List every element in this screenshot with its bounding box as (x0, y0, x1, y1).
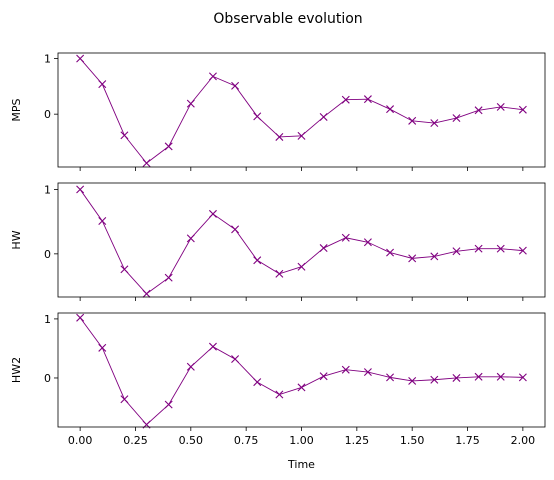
data-point-marker (120, 395, 129, 404)
data-point-marker (253, 378, 262, 387)
data-point-marker (76, 185, 85, 194)
data-point-marker (120, 131, 129, 140)
data-point-marker (386, 105, 395, 114)
data-point-marker (430, 375, 439, 384)
data-point-marker (275, 269, 284, 278)
data-point-marker (518, 373, 527, 382)
y-tick-label: 0 (44, 372, 51, 385)
data-point-marker (186, 99, 195, 108)
subplot-3: 0.00 0.25 0.50 0.75 1.00 1.25 1.50 1.75 2.00 1 0 HW… (10, 312, 546, 471)
data-point-marker (231, 81, 240, 90)
figure-title: Observable evolution (213, 11, 362, 27)
data-point-marker (408, 116, 417, 125)
x-tick-label: 0.00 (68, 434, 93, 447)
data-point-marker (120, 265, 129, 274)
data-point-marker (430, 119, 439, 128)
data-point-marker (231, 355, 240, 364)
data-point-marker (518, 246, 527, 255)
y-tick-label: 1 (44, 183, 51, 196)
data-point-marker (496, 102, 505, 111)
data-point-marker (386, 373, 395, 382)
data-point-marker (208, 342, 217, 351)
data-point-marker (363, 368, 372, 377)
data-point-marker (164, 142, 173, 151)
data-point-marker (496, 244, 505, 253)
data-point-marker (452, 247, 461, 256)
data-point-marker (98, 217, 107, 225)
data-point-marker (341, 365, 350, 374)
data-point-marker (319, 244, 328, 253)
data-point-marker (186, 234, 195, 243)
x-tick-label: 2.00 (511, 434, 536, 447)
data-point-marker (518, 105, 527, 114)
data-point-marker (452, 114, 461, 123)
x-tick-label: 0.25 (123, 434, 148, 447)
data-point-marker (275, 390, 284, 399)
x-tick-label: 1.50 (400, 434, 425, 447)
x-axis-label: Time (287, 458, 315, 471)
data-point-marker (164, 273, 173, 282)
data-point-marker (164, 400, 173, 409)
x-tick-label: 1.00 (289, 434, 314, 447)
data-point-marker (496, 372, 505, 381)
data-point-marker (142, 159, 151, 168)
data-point-marker (408, 254, 417, 263)
data-point-marker (98, 80, 107, 89)
data-point-marker (319, 112, 328, 121)
data-point-marker (253, 256, 262, 265)
subplot-1: 1 0 MPS (10, 52, 546, 171)
x-tick-label: 1.75 (455, 434, 480, 447)
y-axis-label: HW (10, 230, 23, 249)
y-tick-label: 0 (44, 108, 51, 121)
data-point-marker (386, 248, 395, 257)
data-point-marker (297, 383, 306, 392)
data-point-marker (76, 54, 85, 63)
y-tick-label: 1 (44, 53, 51, 66)
subplots: 1 0 MPS 1 0 HW 0.00 0.25 0.50 0.75 1.00 1.25 1.50 1.7… (10, 52, 546, 471)
y-tick-label: 1 (44, 313, 51, 326)
data-point-marker (363, 95, 372, 104)
subplot-2: 1 0 HW (10, 182, 546, 301)
data-point-marker (253, 112, 262, 121)
data-point-marker (408, 376, 417, 385)
data-point-marker (186, 362, 195, 371)
data-point-marker (430, 252, 439, 261)
data-point-marker (208, 209, 217, 218)
data-point-marker (297, 131, 306, 140)
data-point-marker (208, 72, 217, 81)
data-point-marker (275, 132, 284, 141)
y-axis-label: HW2 (10, 357, 23, 383)
axes-frame (57, 182, 546, 298)
y-tick-label: 0 (44, 248, 51, 261)
data-point-marker (98, 343, 107, 352)
data-point-marker (341, 233, 350, 242)
x-tick-label: 0.75 (234, 434, 259, 447)
axes-frame (57, 312, 546, 428)
x-tick-label: 0.50 (179, 434, 204, 447)
data-point-marker (142, 289, 151, 298)
y-axis-label: MPS (10, 98, 23, 121)
data-point-marker (341, 95, 350, 104)
data-point-marker (297, 262, 306, 271)
data-point-marker (319, 372, 328, 381)
data-point-marker (474, 244, 483, 253)
data-point-marker (363, 238, 372, 247)
data-point-marker (76, 313, 85, 322)
x-tick-label: 1.25 (345, 434, 370, 447)
data-point-marker (231, 225, 240, 234)
data-point-marker (474, 372, 483, 381)
axes-frame (57, 52, 546, 168)
data-point-marker (474, 106, 483, 115)
data-point-marker (452, 373, 461, 382)
